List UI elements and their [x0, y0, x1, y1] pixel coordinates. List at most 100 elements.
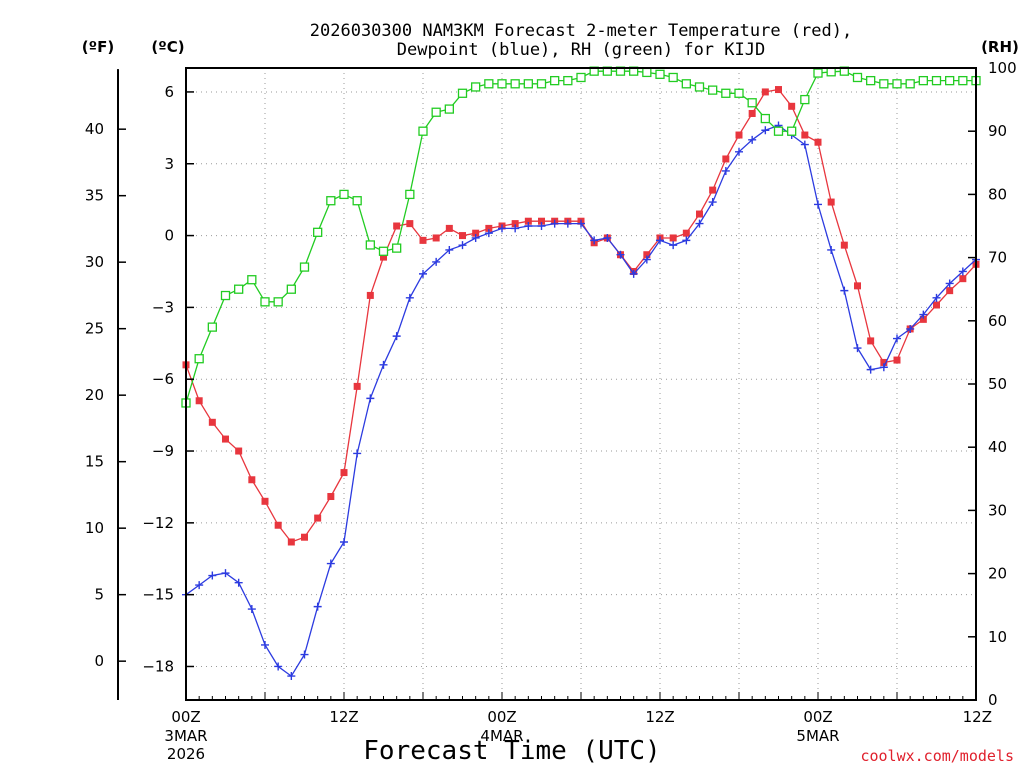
fahrenheit-tick-label: 20 — [85, 386, 104, 404]
celsius-unit-label: (ºC) — [151, 38, 184, 56]
data-point — [840, 286, 849, 295]
data-point — [195, 581, 204, 590]
data-point — [643, 251, 651, 259]
data-point — [775, 86, 782, 94]
data-point — [484, 229, 493, 238]
data-point — [946, 287, 954, 295]
axes-group: 4035302520151050630−3−6−9−12−15−18100908… — [85, 59, 1017, 763]
data-point — [432, 257, 441, 266]
chart-title-line-1: 2026030300 NAM3KM Forecast 2-meter Tempe… — [310, 21, 852, 41]
celsius-tick-label: −12 — [142, 514, 174, 532]
data-point — [313, 227, 323, 237]
data-point — [405, 293, 414, 302]
data-point — [497, 79, 507, 89]
data-point — [378, 246, 389, 256]
fahrenheit-tick-label: 30 — [85, 253, 104, 271]
data-point — [905, 79, 915, 89]
data-point — [682, 236, 691, 245]
data-point — [273, 297, 283, 307]
data-point — [498, 224, 506, 233]
fahrenheit-tick-label: 5 — [94, 586, 104, 604]
rh-unit-label: (RH) — [981, 38, 1019, 56]
data-point — [392, 332, 401, 341]
fahrenheit-tick-label: 0 — [94, 652, 104, 670]
gridlines — [186, 68, 976, 700]
data-point — [577, 219, 585, 228]
data-point — [669, 241, 678, 250]
rh-tick-label: 20 — [988, 565, 1007, 583]
data-point — [563, 219, 572, 228]
data-point — [563, 75, 573, 86]
data-point — [550, 219, 559, 228]
data-point — [708, 85, 718, 95]
data-point — [457, 88, 468, 98]
x-tick-label: 12Z — [645, 708, 674, 726]
data-point — [879, 79, 889, 89]
data-point — [287, 538, 295, 546]
data-point — [444, 104, 454, 114]
data-point — [248, 476, 256, 484]
data-point — [695, 219, 704, 228]
data-point — [919, 310, 928, 319]
data-point — [300, 650, 309, 659]
data-point — [694, 82, 705, 92]
data-point — [220, 290, 231, 301]
series-2-meter-temperature — [182, 86, 980, 546]
data-point — [510, 79, 520, 89]
data-point — [365, 240, 375, 250]
data-point — [208, 418, 216, 426]
celsius-tick-label: −6 — [152, 370, 174, 388]
data-point — [445, 224, 453, 232]
data-point — [906, 324, 915, 333]
chart-title-line-2: Dewpoint (blue), RH (green) for KIJD — [397, 40, 765, 60]
celsius-tick-label: −15 — [142, 586, 174, 604]
data-point — [247, 275, 257, 285]
data-point — [207, 322, 217, 332]
data-point — [485, 224, 493, 232]
data-point — [787, 126, 797, 136]
data-point — [945, 279, 954, 288]
data-point — [195, 397, 203, 405]
data-point — [301, 533, 308, 541]
celsius-tick-label: 6 — [164, 83, 174, 101]
data-point — [339, 189, 349, 200]
data-point — [484, 79, 494, 89]
fahrenheit-tick-label: 40 — [85, 120, 104, 138]
data-point — [708, 198, 717, 207]
data-point — [761, 126, 770, 135]
data-point — [432, 234, 440, 242]
data-point — [892, 79, 902, 89]
data-point — [852, 72, 863, 83]
data-point — [656, 236, 664, 245]
rh-tick-label: 100 — [988, 59, 1017, 77]
data-point — [352, 196, 362, 206]
data-point — [945, 75, 955, 86]
data-point — [313, 602, 322, 611]
data-point — [472, 229, 480, 237]
data-point — [366, 394, 375, 403]
data-point — [642, 255, 651, 264]
x-year-label: 2026 — [167, 745, 205, 763]
data-point — [511, 220, 519, 228]
data-point — [866, 365, 875, 374]
data-point — [366, 291, 374, 299]
data-point — [392, 243, 402, 253]
data-point — [261, 497, 269, 505]
data-point — [274, 662, 283, 671]
data-point — [458, 241, 467, 250]
data-point — [340, 469, 348, 477]
data-point — [235, 447, 243, 455]
data-point — [879, 363, 888, 372]
data-point — [471, 233, 480, 242]
data-point — [788, 102, 796, 110]
data-point — [722, 155, 730, 163]
data-point — [208, 571, 217, 580]
data-point — [761, 88, 769, 96]
rh-tick-label: 70 — [988, 249, 1007, 267]
data-point — [866, 75, 876, 86]
data-point — [735, 131, 743, 139]
data-point — [459, 232, 466, 240]
data-point — [801, 131, 809, 139]
data-point — [327, 493, 335, 501]
